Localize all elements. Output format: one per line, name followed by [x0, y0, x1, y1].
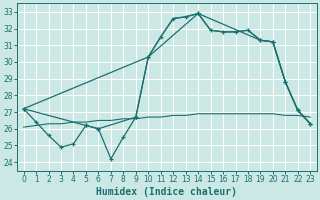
X-axis label: Humidex (Indice chaleur): Humidex (Indice chaleur) [96, 186, 237, 197]
